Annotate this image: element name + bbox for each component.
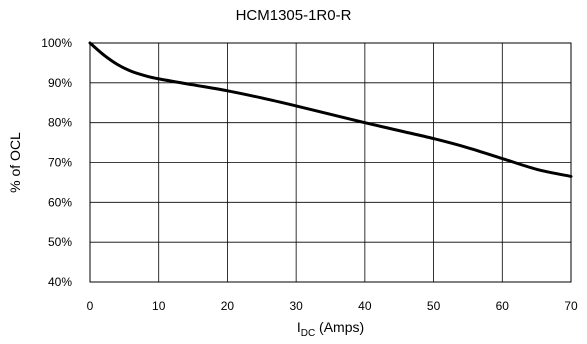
x-axis-label: IDC (Amps): [297, 319, 364, 339]
x-tick-label: 70: [564, 299, 578, 313]
y-axis-label: % of OCL: [7, 132, 23, 193]
y-tick-label: 90%: [48, 76, 72, 90]
x-axis-label-main: I: [297, 319, 301, 335]
y-tick-label: 80%: [48, 116, 72, 130]
plot-frame: [89, 42, 572, 283]
x-tick-label: 0: [87, 299, 94, 313]
x-axis-label-rest: (Amps): [315, 319, 364, 335]
x-tick-labels: 0 10 20 30 40 50 60 70: [87, 299, 578, 313]
y-tick-label: 40%: [48, 275, 72, 289]
x-tick-label: 30: [289, 299, 303, 313]
y-tick-label: 70%: [48, 156, 72, 170]
chart-title: HCM1305-1R0-R: [235, 7, 352, 24]
x-tick-label: 60: [496, 299, 510, 313]
y-tick-label: 50%: [48, 235, 72, 249]
series-line: [88, 41, 573, 178]
y-tick-label: 60%: [48, 195, 72, 209]
grid-lines: [90, 43, 571, 282]
x-axis-label-subscript: DC: [301, 328, 315, 339]
x-tick-label: 40: [358, 299, 372, 313]
x-tick-label: 10: [152, 299, 166, 313]
x-tick-label: 50: [427, 299, 441, 313]
x-tick-label: 20: [221, 299, 235, 313]
y-tick-label: 100%: [41, 36, 72, 50]
series-group: [88, 41, 573, 178]
y-tick-labels: 40% 50% 60% 70% 80% 90% 100%: [41, 36, 72, 289]
